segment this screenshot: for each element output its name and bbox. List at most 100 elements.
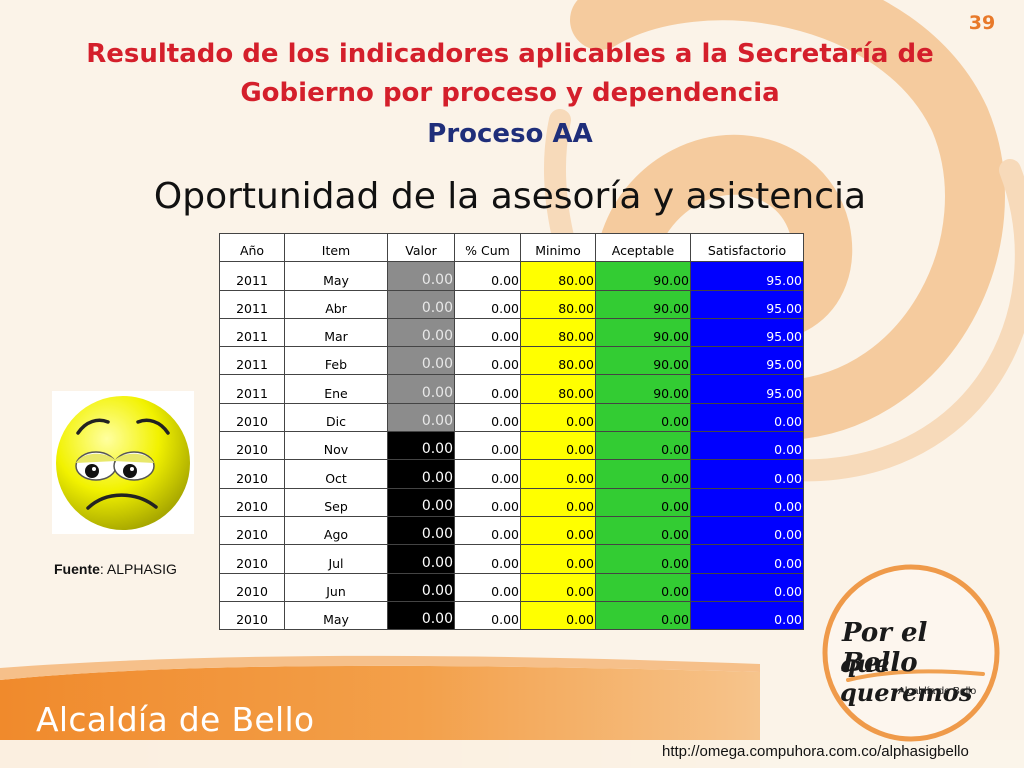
cell-item: Ene — [284, 374, 388, 404]
cell-ano: 2010 — [219, 459, 285, 489]
cell-item: Nov — [284, 431, 388, 461]
table-row: 2010 Ago 0.00 0.00 0.00 0.00 0.00 — [219, 515, 804, 546]
cell-cum: 0.00 — [454, 515, 521, 546]
cell-item: Sep — [284, 487, 388, 517]
logo-text-line2: que queremos — [840, 649, 973, 707]
cell-satisfactorio: 95.00 — [690, 317, 804, 348]
cell-cum: 0.00 — [454, 431, 521, 461]
header-aceptable: Aceptable — [595, 232, 691, 263]
cell-ano: 2010 — [219, 572, 285, 602]
cell-aceptable: 0.00 — [595, 600, 691, 631]
cell-ano: 2010 — [219, 431, 285, 461]
cell-aceptable: 0.00 — [595, 402, 691, 433]
logo-subtext: Alcaldía de Bello — [898, 685, 977, 697]
cell-minimo: 0.00 — [520, 487, 596, 517]
source-value: : ALPHASIG — [99, 561, 177, 577]
table-row: 2011 Mar 0.00 0.00 80.00 90.00 95.00 — [219, 317, 804, 348]
cell-aceptable: 90.00 — [595, 289, 691, 319]
table-row: 2011 Feb 0.00 0.00 80.00 90.00 95.00 — [219, 346, 804, 376]
cell-valor: 0.00 — [387, 374, 455, 404]
table-row: 2010 Dic 0.00 0.00 0.00 0.00 0.00 — [219, 402, 804, 433]
cell-cum: 0.00 — [454, 402, 521, 433]
table-row: 2011 Abr 0.00 0.00 80.00 90.00 95.00 — [219, 289, 804, 319]
cell-cum: 0.00 — [454, 374, 521, 404]
cell-minimo: 80.00 — [520, 289, 596, 319]
table-row: 2010 May 0.00 0.00 0.00 0.00 0.00 — [219, 600, 804, 631]
cell-satisfactorio: 0.00 — [690, 544, 804, 574]
table-row: 2011 Ene 0.00 0.00 80.00 90.00 95.00 — [219, 374, 804, 404]
cell-minimo: 80.00 — [520, 317, 596, 348]
cell-item: Ago — [284, 515, 388, 546]
cell-valor: 0.00 — [387, 402, 455, 433]
cell-item: Jul — [284, 544, 388, 574]
cell-item: Oct — [284, 459, 388, 489]
cell-ano: 2010 — [219, 515, 285, 546]
slide-title: Resultado de los indicadores aplicables … — [86, 39, 934, 108]
cell-cum: 0.00 — [454, 600, 521, 631]
header-cum: % Cum — [454, 232, 521, 263]
cell-aceptable: 0.00 — [595, 487, 691, 517]
cell-aceptable: 0.00 — [595, 459, 691, 489]
cell-cum: 0.00 — [454, 487, 521, 517]
table-row: 2010 Jun 0.00 0.00 0.00 0.00 0.00 — [219, 572, 804, 602]
cell-valor: 0.00 — [387, 600, 455, 631]
header-valor: Valor — [387, 232, 455, 263]
header-minimo: Minimo — [520, 232, 596, 263]
cell-satisfactorio: 0.00 — [690, 402, 804, 433]
cell-satisfactorio: 0.00 — [690, 600, 804, 631]
cell-satisfactorio: 0.00 — [690, 487, 804, 517]
cell-aceptable: 0.00 — [595, 572, 691, 602]
header-item: Item — [284, 232, 388, 263]
table-row: 2010 Oct 0.00 0.00 0.00 0.00 0.00 — [219, 459, 804, 489]
cell-satisfactorio: 95.00 — [690, 346, 804, 376]
source-note: Fuente: ALPHASIG — [54, 561, 177, 577]
table-row: 2010 Nov 0.00 0.00 0.00 0.00 0.00 — [219, 431, 804, 461]
cell-minimo: 80.00 — [520, 261, 596, 291]
cell-minimo: 0.00 — [520, 402, 596, 433]
cell-valor: 0.00 — [387, 431, 455, 461]
cell-ano: 2011 — [219, 374, 285, 404]
cell-cum: 0.00 — [454, 572, 521, 602]
cell-cum: 0.00 — [454, 261, 521, 291]
cell-item: May — [284, 261, 388, 291]
cell-ano: 2010 — [219, 487, 285, 517]
cell-minimo: 0.00 — [520, 544, 596, 574]
header-satisfactorio: Satisfactorio — [690, 232, 804, 263]
cell-ano: 2010 — [219, 600, 285, 631]
table-row: 2011 May 0.00 0.00 80.00 90.00 95.00 — [219, 261, 804, 291]
cell-valor: 0.00 — [387, 261, 455, 291]
cell-ano: 2010 — [219, 402, 285, 433]
cell-ano: 2011 — [219, 289, 285, 319]
cell-satisfactorio: 95.00 — [690, 261, 804, 291]
cell-satisfactorio: 0.00 — [690, 459, 804, 489]
cell-minimo: 0.00 — [520, 600, 596, 631]
cell-item: Dic — [284, 402, 388, 433]
cell-ano: 2010 — [219, 544, 285, 574]
cell-minimo: 0.00 — [520, 572, 596, 602]
footer-url-link[interactable]: http://omega.compuhora.com.co/alphasigbe… — [662, 743, 969, 760]
cell-ano: 2011 — [219, 317, 285, 348]
cell-satisfactorio: 95.00 — [690, 289, 804, 319]
cell-satisfactorio: 95.00 — [690, 374, 804, 404]
process-subtitle: Proceso AA — [427, 119, 593, 149]
cell-item: May — [284, 600, 388, 631]
cell-valor: 0.00 — [387, 572, 455, 602]
cell-valor: 0.00 — [387, 515, 455, 546]
cell-cum: 0.00 — [454, 346, 521, 376]
cell-aceptable: 90.00 — [595, 346, 691, 376]
cell-cum: 0.00 — [454, 289, 521, 319]
cell-minimo: 80.00 — [520, 374, 596, 404]
cell-minimo: 0.00 — [520, 459, 596, 489]
cell-aceptable: 0.00 — [595, 515, 691, 546]
indicator-table: Año Item Valor % Cum Minimo Aceptable Sa… — [219, 232, 804, 631]
cell-ano: 2011 — [219, 261, 285, 291]
cell-item: Jun — [284, 572, 388, 602]
cell-valor: 0.00 — [387, 317, 455, 348]
cell-aceptable: 90.00 — [595, 261, 691, 291]
cell-satisfactorio: 0.00 — [690, 515, 804, 546]
cell-cum: 0.00 — [454, 317, 521, 348]
indicator-title: Oportunidad de la asesoría y asistencia — [153, 176, 867, 217]
cell-valor: 0.00 — [387, 544, 455, 574]
table-row: 2010 Sep 0.00 0.00 0.00 0.00 0.00 — [219, 487, 804, 517]
